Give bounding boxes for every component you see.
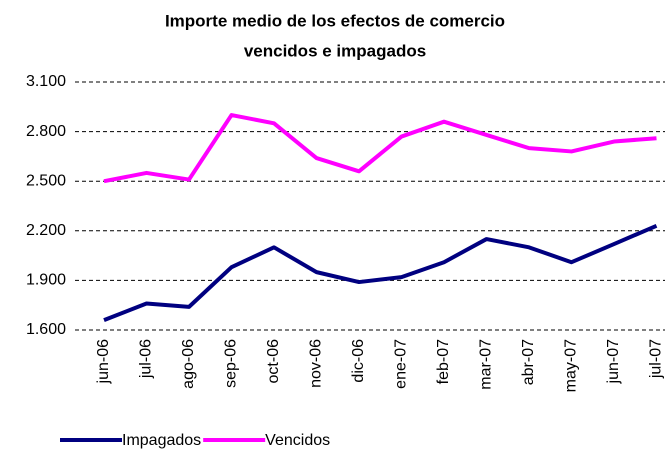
chart-title: Importe medio de los efectos de comercio	[165, 11, 505, 30]
line-series	[103, 224, 658, 322]
x-tick-label: nov-06	[308, 339, 325, 388]
x-tick-label: jul-06	[138, 339, 155, 379]
y-tick-label: 3.100	[26, 73, 66, 90]
x-tick-label: mar-07	[478, 339, 495, 390]
x-tick-label: abr-07	[520, 339, 537, 385]
x-tick-label: oct-06	[265, 339, 282, 384]
x-tick-label: jun-06	[95, 339, 112, 385]
legend-label: Vencidos	[265, 432, 330, 449]
x-tick-label: sep-06	[223, 339, 240, 388]
x-tick-label: ago-06	[180, 339, 197, 389]
chart-title: vencidos e impagados	[244, 41, 426, 60]
y-tick-label: 2.200	[26, 222, 66, 239]
y-tick-label: 1.900	[26, 272, 66, 289]
x-tick-label: jun-07	[605, 339, 622, 385]
x-tick-label: may-07	[563, 339, 580, 392]
y-tick-label: 2.500	[26, 172, 66, 189]
x-tick-label: dic-06	[350, 339, 367, 383]
legend-label: Impagados	[122, 432, 201, 449]
x-tick-label: feb-07	[435, 339, 452, 384]
y-tick-label: 2.800	[26, 123, 66, 140]
y-tick-label: 1.600	[26, 321, 66, 338]
line-series	[103, 113, 657, 184]
x-tick-label: ene-07	[393, 339, 410, 389]
x-tick-label: jul-07	[648, 339, 665, 379]
